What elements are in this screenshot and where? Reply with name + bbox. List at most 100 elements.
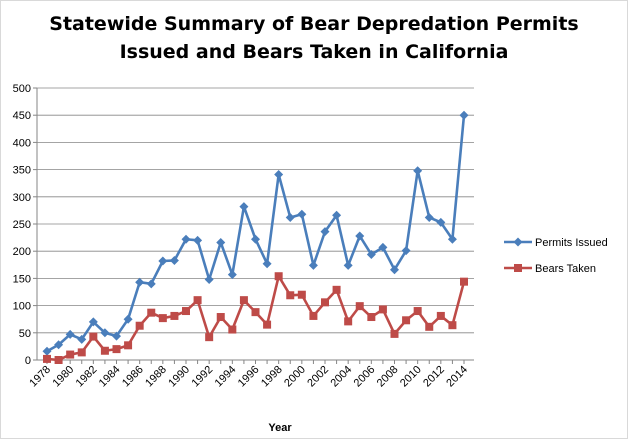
- data-point: [366, 249, 376, 259]
- data-point: [390, 265, 399, 275]
- data-point: [390, 329, 399, 338]
- y-tick-label: 400: [13, 137, 31, 149]
- x-tick-label: 2012: [421, 364, 447, 390]
- data-point: [66, 350, 75, 359]
- data-point: [77, 334, 87, 344]
- data-point: [344, 317, 353, 326]
- x-tick-label: 1994: [213, 364, 239, 390]
- data-point: [216, 313, 225, 322]
- data-point: [297, 209, 307, 219]
- data-point: [309, 311, 318, 320]
- data-point: [204, 274, 214, 284]
- data-point: [88, 317, 98, 327]
- data-point: [228, 325, 237, 334]
- data-point: [274, 169, 284, 179]
- data-point: [251, 234, 260, 244]
- data-point: [320, 227, 330, 237]
- data-point: [135, 277, 145, 287]
- chart-title: Statewide Summary of Bear Depredation Pe…: [0, 10, 628, 66]
- y-tick-label: 350: [13, 165, 31, 177]
- x-tick-label: 1986: [120, 364, 146, 390]
- data-point: [227, 270, 237, 280]
- x-tick-label: 2004: [328, 364, 354, 390]
- data-point: [343, 260, 353, 270]
- x-tick-label: 1998: [259, 364, 285, 390]
- data-point: [181, 234, 191, 244]
- series-group: [42, 110, 469, 364]
- data-point: [378, 305, 387, 314]
- data-point: [447, 234, 457, 244]
- data-point: [169, 255, 179, 265]
- chart-title-line-1: Statewide Summary of Bear Depredation Pe…: [49, 13, 579, 35]
- data-point: [205, 333, 214, 342]
- data-point: [332, 210, 342, 220]
- legend-marker: [513, 237, 523, 247]
- chart-title-line-2: Issued and Bears Taken in California: [119, 41, 509, 63]
- data-point: [297, 290, 306, 299]
- data-point: [112, 345, 121, 354]
- x-tick-label: 2008: [375, 364, 401, 390]
- x-tick-label: 2000: [282, 364, 308, 390]
- y-tick-label: 300: [13, 192, 31, 204]
- y-tick-label: 500: [13, 83, 31, 95]
- data-point: [424, 212, 434, 222]
- x-tick-label: 2010: [398, 364, 424, 390]
- data-point: [308, 260, 318, 270]
- y-tick-label: 250: [13, 219, 31, 231]
- data-point: [147, 308, 156, 317]
- x-axis-ticks: 1978198019821984198619881990199219941996…: [27, 360, 470, 389]
- legend-label: Permits Issued: [535, 237, 608, 249]
- data-point: [182, 307, 190, 316]
- data-point: [413, 166, 423, 176]
- data-point: [402, 316, 411, 325]
- data-point: [286, 291, 295, 300]
- legend-label: Bears Taken: [535, 263, 596, 275]
- data-point: [193, 235, 203, 245]
- data-point: [239, 296, 248, 305]
- data-point: [460, 277, 468, 286]
- data-point: [65, 329, 75, 339]
- x-tick-label: 2002: [305, 364, 331, 390]
- data-point: [413, 307, 422, 316]
- data-point: [146, 279, 156, 289]
- data-point: [112, 331, 121, 341]
- x-axis-title: Year: [268, 422, 292, 434]
- data-point: [170, 311, 179, 320]
- x-tick-label: 1996: [236, 364, 262, 390]
- x-tick-label: 1984: [97, 364, 123, 390]
- data-point: [42, 346, 52, 356]
- data-point: [332, 285, 341, 294]
- y-tick-label: 100: [13, 301, 31, 313]
- x-tick-label: 1982: [74, 364, 100, 390]
- data-point: [262, 259, 272, 269]
- data-point: [100, 328, 110, 338]
- x-tick-label: 1988: [143, 364, 169, 390]
- data-point: [448, 321, 457, 330]
- data-point: [123, 314, 133, 324]
- data-point: [77, 348, 86, 357]
- y-tick-label: 50: [19, 328, 31, 340]
- data-point: [89, 332, 98, 341]
- series-line: [46, 274, 466, 362]
- series-1: [43, 272, 468, 364]
- data-point: [367, 313, 376, 322]
- data-point: [285, 212, 295, 222]
- data-point: [459, 110, 469, 120]
- data-point: [355, 302, 364, 311]
- data-point: [100, 346, 109, 355]
- data-point: [436, 311, 445, 320]
- data-point: [378, 242, 388, 252]
- legend-marker: [514, 264, 522, 272]
- y-tick-label: 0: [25, 355, 31, 367]
- data-point: [425, 322, 434, 331]
- y-tick-label: 450: [13, 110, 31, 122]
- data-point: [274, 272, 283, 281]
- x-tick-label: 1978: [27, 364, 53, 390]
- data-point: [321, 298, 329, 307]
- data-point: [135, 321, 144, 330]
- data-point: [263, 320, 272, 329]
- y-tick-label: 200: [13, 246, 31, 258]
- data-point: [239, 202, 249, 212]
